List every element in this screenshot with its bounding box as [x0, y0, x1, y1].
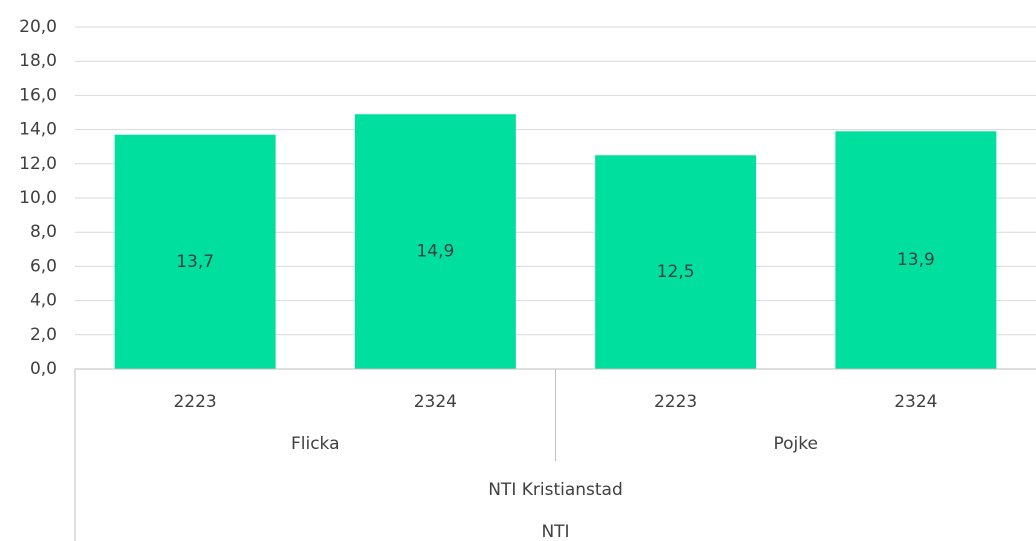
- bar: [595, 155, 757, 369]
- bar: [354, 114, 516, 370]
- y-tick-label: 14,0: [19, 120, 57, 140]
- y-tick-label: 8,0: [30, 222, 57, 242]
- bar: [114, 134, 276, 369]
- bar: [835, 131, 997, 369]
- y-tick-label: 20,0: [19, 17, 57, 37]
- y-tick-label: 18,0: [19, 51, 57, 71]
- data-label: 14,9: [416, 242, 454, 262]
- group-label: NTI Kristianstad: [488, 480, 623, 500]
- data-label: 13,9: [897, 250, 935, 270]
- group-label: NTI: [541, 522, 569, 541]
- x-tick-label: 2223: [654, 392, 697, 412]
- group-label: Pojke: [774, 434, 818, 454]
- y-tick-label: 6,0: [30, 256, 57, 276]
- data-label: 12,5: [657, 262, 695, 282]
- x-tick-label: 2223: [173, 392, 216, 412]
- data-label: 13,7: [176, 252, 214, 272]
- y-tick-label: 12,0: [19, 154, 57, 174]
- x-tick-label: 2324: [414, 392, 457, 412]
- group-label: Flicka: [291, 434, 340, 454]
- y-tick-label: 4,0: [30, 291, 57, 311]
- y-tick-label: 0,0: [30, 359, 57, 379]
- y-tick-label: 16,0: [19, 85, 57, 105]
- x-tick-label: 2324: [894, 392, 937, 412]
- y-tick-label: 2,0: [30, 325, 57, 345]
- y-tick-label: 10,0: [19, 188, 57, 208]
